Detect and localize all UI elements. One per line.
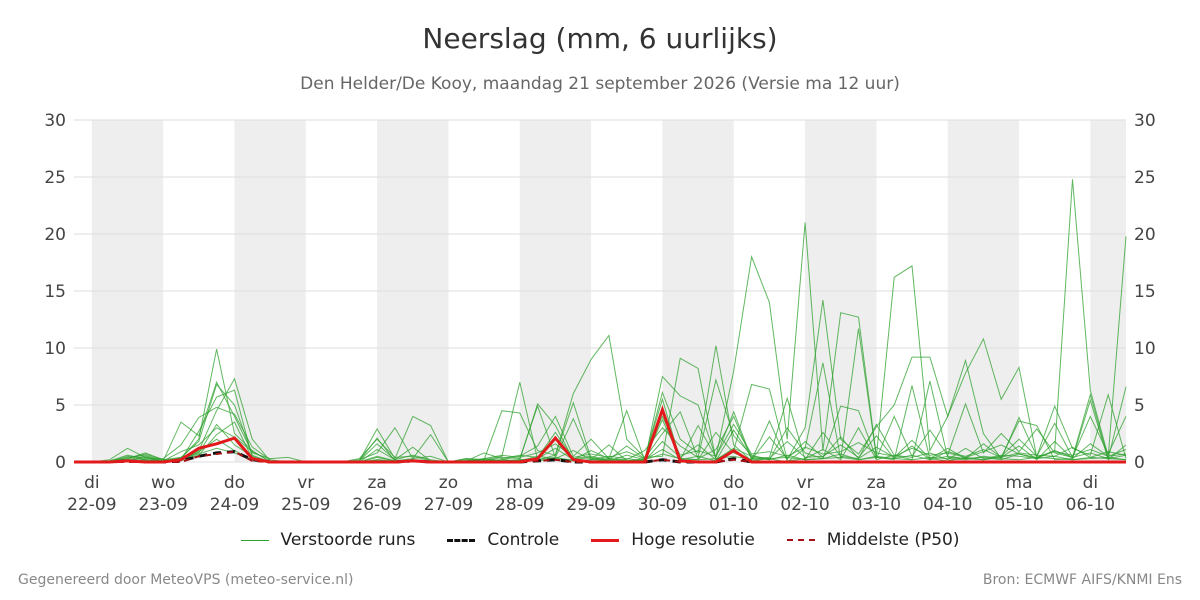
y-tick-label-right: 30 (1134, 111, 1156, 131)
x-tick-day-label: ma (1006, 473, 1033, 493)
x-tick-date-label: 26-09 (352, 495, 401, 515)
ensemble-member-line-3 (74, 380, 1127, 463)
hires-line (74, 404, 1126, 464)
legend-item-median[interactable]: Middelste (P50) (786, 530, 960, 550)
x-tick-day-label: do (723, 473, 744, 493)
legend-item-ensemble[interactable]: Verstoorde runs (240, 530, 416, 550)
y-tick-label-left: 20 (44, 225, 66, 245)
x-tick-day-label: do (224, 473, 245, 493)
x-tick-date-label: 23-09 (138, 495, 187, 515)
ensemble-member-line-5 (74, 406, 1127, 463)
ensemble-series-group (74, 179, 1127, 463)
x-tick-date-label: 05-10 (994, 495, 1043, 515)
legend-swatch-hires (591, 538, 620, 542)
x-tick-day-label: di (583, 473, 599, 493)
x-tick-day-label: di (84, 473, 100, 493)
y-tick-label-left: 15 (44, 282, 66, 302)
y-tick-label-right: 25 (1134, 168, 1156, 188)
ensemble-member-line-6 (74, 418, 1127, 463)
main-series-group (74, 404, 1126, 464)
x-tick-date-label: 02-10 (780, 495, 829, 515)
x-tick-date-label: 22-09 (67, 495, 116, 515)
x-axis: di22-09wo23-09do24-09vr25-09za26-09zo27-… (67, 473, 1115, 515)
x-tick-date-label: 25-09 (281, 495, 330, 515)
legend-swatch-median (786, 539, 815, 541)
day-band-7 (1090, 120, 1126, 462)
ensemble-member-line-7 (74, 421, 1127, 463)
x-tick-day-label: wo (151, 473, 175, 493)
x-tick-date-label: 28-09 (495, 495, 544, 515)
x-tick-day-label: zo (938, 473, 957, 493)
y-tick-label-right: 15 (1134, 282, 1156, 302)
ensemble-member-line-10 (74, 447, 1127, 463)
day-band-3 (519, 120, 592, 462)
day-band-5 (805, 120, 877, 462)
x-tick-date-label: 27-09 (424, 495, 473, 515)
x-tick-day-label: za (867, 473, 886, 493)
footer-generator: Gegenereerd door MeteoVPS (meteo-service… (18, 572, 354, 588)
y-tick-label-right: 10 (1134, 339, 1156, 359)
day-bands (91, 120, 1126, 462)
ensemble-member-line-0 (74, 179, 1127, 463)
y-tick-label-right: 0 (1134, 453, 1145, 473)
ensemble-member-line-8 (74, 429, 1127, 463)
legend-label-ensemble: Verstoorde runs (280, 530, 416, 550)
x-tick-day-label: vr (297, 473, 314, 493)
x-tick-date-label: 30-09 (638, 495, 687, 515)
control-line (74, 450, 1126, 464)
y-tick-label-left: 5 (55, 396, 66, 416)
y-axis-right: 0 5 10 15 20 25 30 (1134, 111, 1156, 473)
y-tick-label-right: 5 (1134, 396, 1145, 416)
ensemble-member-line-2 (74, 328, 1127, 463)
grid-lines (74, 119, 1126, 463)
x-tick-date-label: 24-09 (210, 495, 259, 515)
day-band-4 (662, 120, 734, 462)
ensemble-member-line-4 (74, 378, 1127, 463)
y-axis-left: 0 5 10 15 20 25 30 (44, 111, 66, 473)
legend-item-hires[interactable]: Hoge resolutie (591, 530, 755, 550)
footer-source: Bron: ECMWF AIFS/KNMI Ens (982, 572, 1182, 588)
x-tick-day-label: zo (439, 473, 458, 493)
legend-swatch-control (447, 538, 476, 542)
x-tick-date-label: 01-10 (709, 495, 758, 515)
legend-label-control: Controle (487, 530, 560, 550)
chart-subtitle: Den Helder/De Kooy, maandag 21 september… (300, 74, 900, 94)
legend-label-median: Middelste (P50) (826, 530, 960, 550)
y-tick-label-right: 20 (1134, 225, 1156, 245)
x-tick-date-label: 03-10 (852, 495, 901, 515)
x-tick-day-label: ma (506, 473, 533, 493)
legend-swatch-ensemble (240, 539, 269, 541)
day-band-1 (234, 120, 306, 462)
ensemble-member-line-1 (74, 300, 1127, 463)
y-tick-label-left: 30 (44, 111, 66, 131)
x-tick-day-label: vr (797, 473, 814, 493)
day-band-6 (947, 120, 1020, 462)
y-tick-label-left: 25 (44, 168, 66, 188)
day-band-0 (91, 120, 164, 462)
x-tick-date-label: 04-10 (923, 495, 972, 515)
x-tick-day-label: za (367, 473, 386, 493)
legend-label-hires: Hoge resolutie (631, 530, 755, 550)
x-tick-day-label: di (1083, 473, 1099, 493)
legend: Verstoorde runs Controle Hoge resolutie … (0, 530, 1200, 550)
y-tick-label-left: 10 (44, 339, 66, 359)
ensemble-member-line-9 (74, 415, 1127, 463)
x-tick-date-label: 06-10 (1066, 495, 1115, 515)
legend-item-control[interactable]: Controle (447, 530, 559, 550)
chart-title: Neerslag (mm, 6 uurlijks) (422, 22, 778, 55)
y-tick-label-left: 0 (55, 453, 66, 473)
x-tick-day-label: wo (650, 473, 674, 493)
day-band-2 (377, 120, 449, 462)
median-line (74, 450, 1126, 463)
x-tick-date-label: 29-09 (566, 495, 615, 515)
